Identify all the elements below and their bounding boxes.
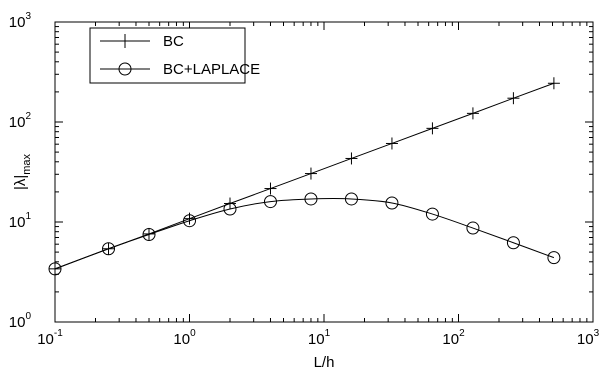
data-point-circle <box>48 262 62 276</box>
data-point-circle <box>102 242 116 256</box>
y-tick-label: 100 <box>9 311 32 331</box>
x-tick-label: 103 <box>577 328 600 348</box>
data-point-plus <box>466 107 479 120</box>
x-tick-label: 100 <box>173 328 196 348</box>
data-point-circle <box>547 251 561 265</box>
data-point-plus <box>223 197 236 210</box>
series-bc-laplace <box>48 192 561 276</box>
data-point-plus <box>507 92 520 105</box>
y-axis-label-subscript: max <box>21 153 33 174</box>
data-point-plus <box>345 152 358 165</box>
legend-marker-plus-icon <box>118 34 132 48</box>
data-point-plus <box>143 227 156 240</box>
series-line <box>54 198 555 270</box>
data-point-circle <box>142 227 156 241</box>
data-point-plus <box>385 137 398 150</box>
legend-box <box>89 27 246 84</box>
legend: BC BC+LAPLACE <box>89 27 260 84</box>
legend-item-bc: BC <box>100 33 184 50</box>
data-point-plus <box>547 77 560 90</box>
x-tick-label: 10-1 <box>37 328 63 348</box>
y-axis-label: |λ|max <box>12 153 33 190</box>
legend-label-bc: BC <box>163 33 184 50</box>
data-point-circle <box>263 195 277 209</box>
data-point-circle <box>223 202 237 216</box>
data-point-circle <box>506 236 520 250</box>
data-point-circle <box>385 196 399 210</box>
data-point-circle <box>425 207 439 221</box>
data-point-plus <box>264 182 277 195</box>
series-layer <box>48 77 561 276</box>
data-point-plus <box>304 167 317 180</box>
legend-label-bc-laplace: BC+LAPLACE <box>163 61 260 78</box>
data-point-plus <box>426 122 439 135</box>
data-point-circle <box>304 192 318 206</box>
legend-item-bc-laplace: BC+LAPLACE <box>100 61 260 78</box>
y-axis-label-base: |λ| <box>12 175 29 190</box>
x-tick-label: 101 <box>308 328 331 348</box>
x-tick-label: 102 <box>442 328 465 348</box>
legend-marker-circle-icon <box>118 62 132 76</box>
series-bc <box>49 77 560 275</box>
data-point-circle <box>344 192 358 206</box>
y-tick-label: 101 <box>9 211 32 231</box>
data-point-circle <box>466 221 480 235</box>
y-tick-label: 102 <box>9 111 32 131</box>
y-tick-label: 103 <box>9 11 32 31</box>
data-point-circle <box>183 214 196 228</box>
x-axis-label: L/h <box>314 354 335 371</box>
